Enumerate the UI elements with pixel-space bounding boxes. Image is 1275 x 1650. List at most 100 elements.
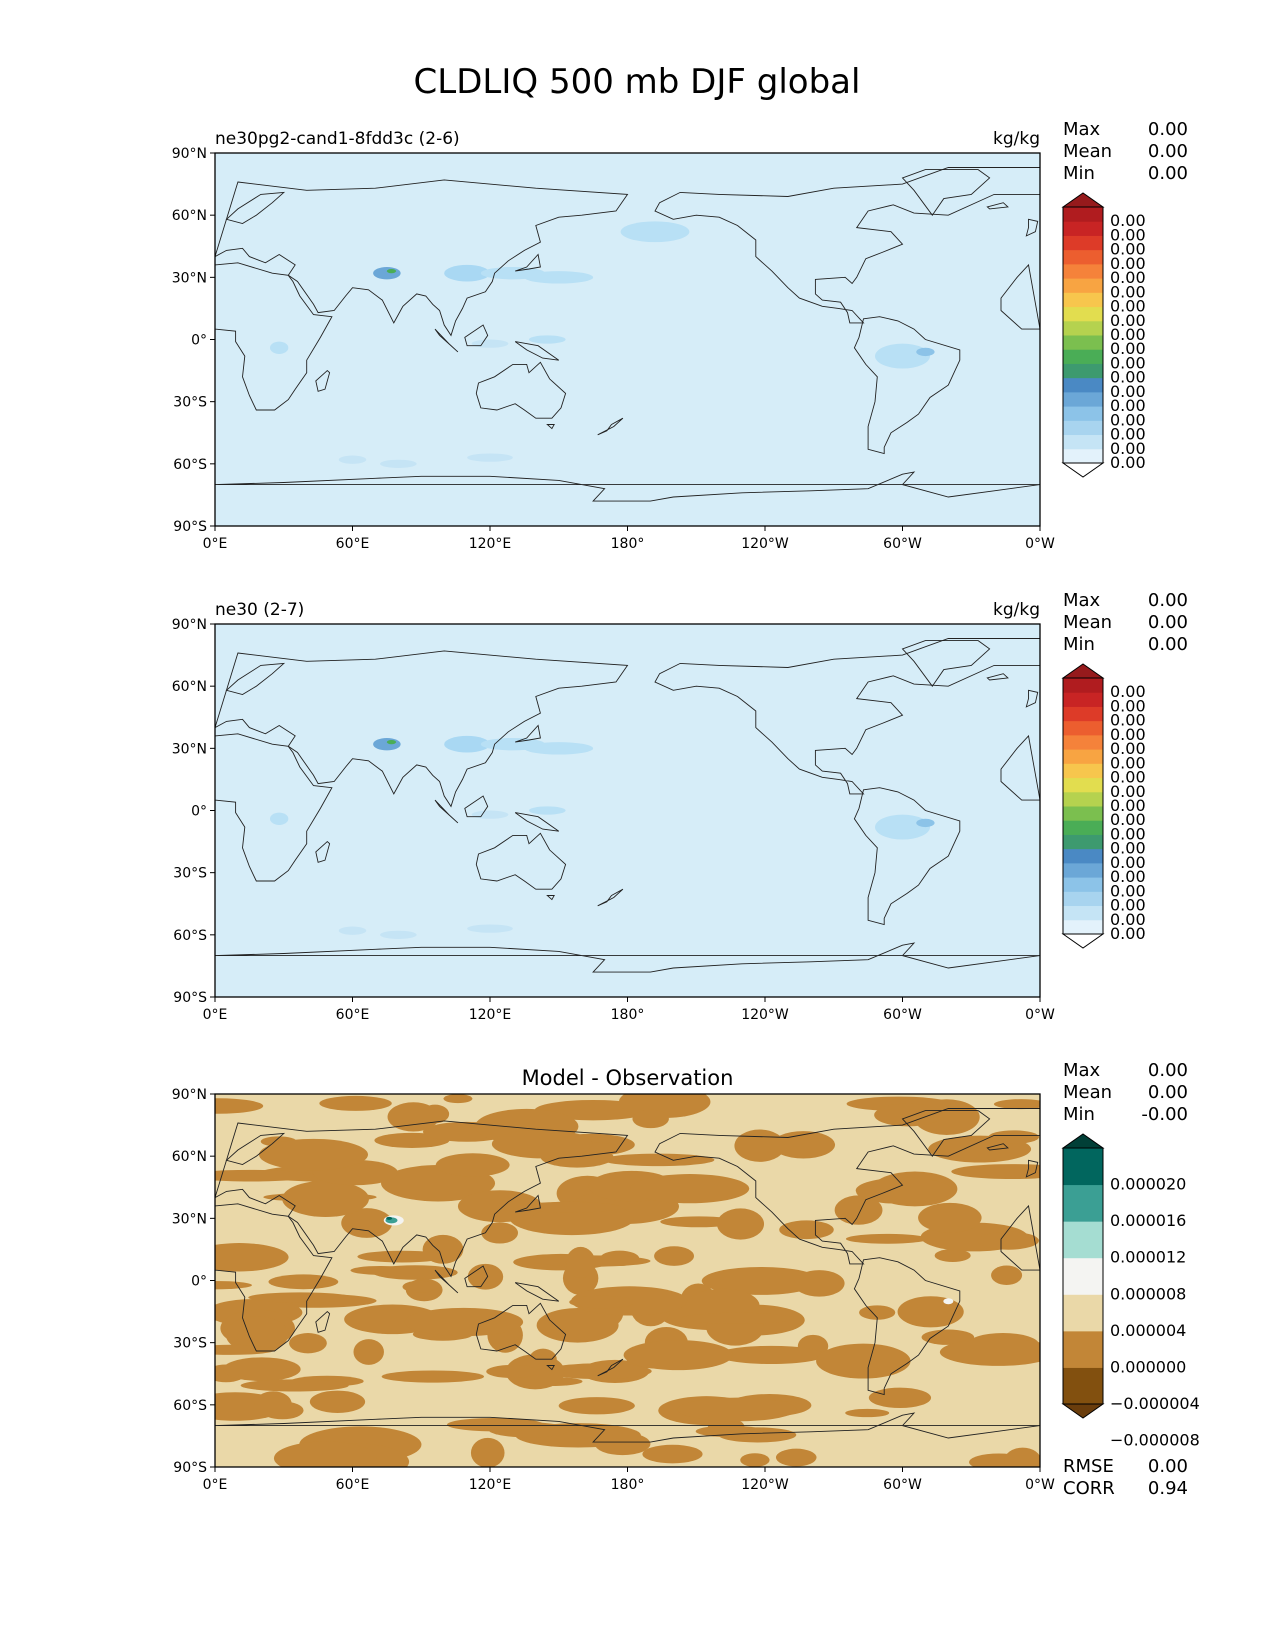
x-tick-label: 180° [611, 536, 645, 552]
stat-label: Min [1063, 163, 1095, 184]
coastline [515, 1194, 541, 1213]
coastline [215, 942, 1040, 973]
diff-patch [845, 1233, 928, 1244]
coastline [225, 662, 286, 695]
coastline [654, 1108, 1040, 1265]
colorbar-segment [1063, 221, 1103, 236]
colorbar-segment [1063, 391, 1103, 407]
colorbar-label: 0.00 [1110, 240, 1146, 259]
coastline [901, 1110, 991, 1157]
colorbar-segment [1063, 692, 1103, 707]
colorbar-label: 0.00 [1110, 410, 1146, 429]
colorbar-label: 0.00 [1110, 867, 1146, 886]
diff-patch [717, 1345, 826, 1365]
coastline [986, 202, 1009, 210]
stat-label: Mean [1063, 612, 1112, 633]
x-tick-label: 120°W [741, 536, 789, 552]
diff-patch [268, 1274, 339, 1290]
coastline [475, 832, 567, 890]
coastline [515, 724, 541, 743]
note-label: CORR [1063, 1478, 1115, 1499]
x-tick-label: 60°E [336, 1007, 370, 1023]
y-tick-label: 30°S [173, 395, 207, 411]
coastline [1000, 734, 1040, 801]
diff-patch [240, 1379, 349, 1392]
coastline [215, 179, 629, 337]
coastline [434, 328, 459, 353]
y-tick-label: 60°N [172, 1149, 207, 1165]
coastline [215, 650, 629, 808]
colorbar-label: 0.00 [1110, 339, 1146, 358]
colorbar-segment [1063, 420, 1103, 436]
diff-patch [740, 1453, 770, 1467]
stat-value: 0.00 [1148, 1060, 1188, 1081]
x-tick-label: 0°W [1025, 1007, 1055, 1023]
colorbar-label: 0.00 [1110, 353, 1146, 372]
coastline [546, 895, 555, 901]
diff-patch [467, 1263, 504, 1290]
diff-patch [223, 1357, 301, 1382]
stat-value: 0.00 [1148, 634, 1188, 655]
colorbar-segment [1063, 749, 1103, 764]
diff-patch [642, 1444, 703, 1464]
colorbar-segment [1063, 820, 1103, 835]
colorbar-segment [1063, 1221, 1103, 1259]
diff-patch [868, 1387, 932, 1408]
colorbar-label: 0.00 [1110, 881, 1146, 900]
y-tick-label: 0° [191, 333, 207, 349]
colorbar-label: 0.00 [1110, 297, 1146, 316]
coastline [986, 1143, 1009, 1151]
diff-patch [516, 1201, 622, 1213]
map-field [215, 153, 1040, 526]
field-patch [386, 269, 397, 274]
colorbar-segment [1063, 1257, 1103, 1295]
coastline [215, 1412, 1040, 1443]
field-patch [916, 347, 935, 357]
diff-patch [319, 1095, 392, 1111]
colorbar-label: 0.00 [1110, 311, 1146, 330]
diff-patch [289, 1333, 327, 1354]
coastline [514, 1282, 560, 1302]
colorbar-label: 0.00 [1110, 225, 1146, 244]
coastline [215, 1120, 629, 1278]
colorbar-extend-max [1061, 192, 1105, 208]
stat-value: 0.00 [1148, 590, 1188, 611]
colorbar-segment [1063, 1330, 1103, 1368]
colorbar-segment [1063, 862, 1103, 878]
field-patch [380, 930, 417, 939]
colorbar-frame [1062, 1147, 1104, 1405]
coastline [315, 369, 331, 392]
diff-patch [734, 1129, 786, 1162]
diff-patch [387, 1102, 440, 1132]
field-patch [338, 926, 367, 935]
coastline [901, 169, 991, 216]
x-tick-label: 0°E [203, 1007, 228, 1023]
diff-patch [254, 1391, 292, 1417]
colorbar-label: 0.000020 [1110, 1175, 1186, 1194]
coastline [597, 1358, 624, 1377]
y-tick-label: 60°N [172, 208, 207, 224]
coastline [215, 262, 333, 411]
diff-patch [855, 1177, 953, 1204]
map-background [215, 153, 1040, 526]
colorbar-label: 0.00 [1110, 810, 1146, 829]
coastline [597, 888, 624, 907]
diff-patch [565, 1246, 596, 1278]
diff-patch [402, 1280, 437, 1293]
diff-patch [775, 1448, 817, 1467]
colorbar-segment [1063, 306, 1103, 322]
colorbar-segment [1063, 919, 1103, 935]
coastline [514, 812, 560, 832]
diff-patch [601, 1153, 715, 1167]
field-patch [338, 455, 367, 464]
diff-patch [443, 1094, 473, 1104]
diff-patch [215, 1243, 289, 1272]
y-tick-label: 0° [191, 1274, 207, 1290]
units-label: kg/kg [993, 129, 1040, 149]
colorbar-label: 0.00 [1110, 396, 1146, 415]
coastline [654, 638, 1040, 795]
diff-patch [988, 1130, 1040, 1144]
field-patch [270, 341, 289, 355]
coastline [1025, 689, 1039, 708]
